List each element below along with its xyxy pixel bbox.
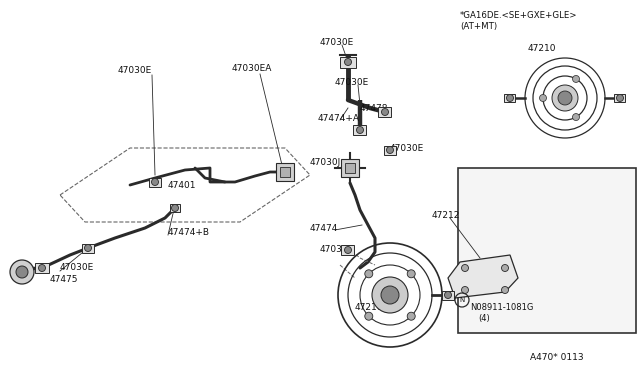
Bar [504, 94, 515, 102]
Circle shape [10, 260, 34, 284]
Text: 47030E: 47030E [118, 65, 152, 74]
Text: 47030E: 47030E [320, 246, 355, 254]
Text: 47210: 47210 [528, 44, 557, 52]
Circle shape [16, 266, 28, 278]
Circle shape [573, 76, 579, 83]
Circle shape [552, 85, 578, 111]
Bar [614, 94, 625, 102]
Text: (AT+MT): (AT+MT) [460, 22, 497, 31]
Circle shape [344, 247, 351, 253]
Text: A470* 0113: A470* 0113 [530, 353, 584, 362]
Circle shape [540, 94, 547, 102]
Circle shape [558, 91, 572, 105]
Text: 47030J: 47030J [310, 157, 341, 167]
Text: 47478: 47478 [360, 103, 388, 112]
Bar [170, 204, 180, 212]
Polygon shape [448, 255, 518, 298]
Circle shape [502, 264, 509, 272]
Circle shape [461, 286, 468, 294]
Circle shape [38, 264, 45, 272]
Circle shape [172, 205, 179, 212]
Bar [340, 57, 356, 67]
Bar [82, 244, 94, 253]
Text: 47210: 47210 [355, 304, 383, 312]
Text: 47401: 47401 [168, 180, 196, 189]
Circle shape [502, 286, 509, 294]
Text: 47030E: 47030E [390, 144, 424, 153]
Circle shape [372, 277, 408, 313]
Text: 47474+A: 47474+A [318, 113, 360, 122]
Circle shape [344, 58, 351, 65]
Text: N08911-1081G: N08911-1081G [470, 304, 533, 312]
Circle shape [152, 179, 159, 186]
Circle shape [356, 126, 364, 134]
Bar [341, 159, 359, 177]
Circle shape [387, 147, 394, 154]
Text: 47474+B: 47474+B [168, 228, 210, 237]
Bar [353, 125, 367, 135]
Circle shape [84, 244, 92, 251]
Circle shape [461, 264, 468, 272]
Bar [384, 145, 396, 154]
Circle shape [407, 312, 415, 320]
Bar [378, 107, 392, 117]
Bar [458, 168, 636, 333]
Text: (4): (4) [478, 314, 490, 323]
Circle shape [365, 312, 372, 320]
Bar [342, 245, 355, 255]
Circle shape [616, 94, 623, 102]
Text: 47030E: 47030E [320, 38, 355, 46]
Bar [345, 163, 355, 173]
Text: 47212: 47212 [432, 211, 460, 219]
Text: 47030E: 47030E [335, 77, 369, 87]
Circle shape [573, 113, 579, 121]
Circle shape [365, 270, 372, 278]
Text: *GA16DE.<SE+GXE+GLE>: *GA16DE.<SE+GXE+GLE> [460, 10, 577, 19]
Text: N: N [460, 297, 465, 303]
Circle shape [506, 94, 513, 102]
Circle shape [445, 292, 451, 298]
Bar [280, 167, 290, 177]
Bar [442, 291, 454, 299]
Text: 47030E: 47030E [60, 263, 94, 273]
Bar [149, 177, 161, 186]
Text: 47475: 47475 [50, 276, 79, 285]
Circle shape [381, 109, 388, 115]
Bar [35, 263, 49, 273]
Circle shape [407, 270, 415, 278]
Text: 47474: 47474 [310, 224, 339, 232]
Text: 47030EA: 47030EA [232, 64, 273, 73]
Circle shape [381, 286, 399, 304]
Bar [276, 163, 294, 181]
